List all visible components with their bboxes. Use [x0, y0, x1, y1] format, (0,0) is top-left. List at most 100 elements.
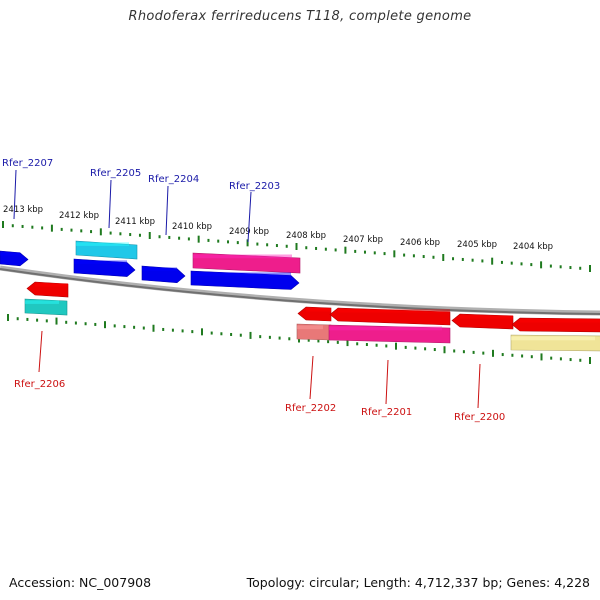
minor-tick [288, 337, 291, 341]
minor-tick [268, 335, 271, 339]
minor-tick [334, 248, 337, 252]
minor-tick [501, 353, 504, 357]
minor-tick [191, 330, 194, 334]
minor-tick [482, 351, 485, 355]
minor-tick [569, 358, 572, 362]
gene-arrow[interactable] [451, 313, 514, 330]
minor-tick [210, 331, 213, 335]
gene-label-top[interactable]: Rfer_2207 [2, 158, 53, 169]
major-tick [395, 342, 397, 350]
minor-tick [461, 257, 464, 261]
minor-tick [256, 242, 259, 246]
gene-arrow[interactable] [328, 324, 451, 344]
label-leader-lines [13, 169, 481, 409]
minor-tick [90, 230, 93, 234]
kbp-label: 2410 kbp [172, 222, 212, 232]
major-tick [148, 232, 151, 239]
major-tick [2, 221, 4, 228]
minor-tick [266, 243, 269, 247]
major-tick [201, 328, 203, 336]
gene-arrow[interactable] [0, 250, 29, 267]
minor-tick [550, 356, 553, 360]
minor-tick [354, 249, 357, 253]
kbp-label: 2413 kbp [3, 205, 43, 215]
major-tick [295, 243, 298, 250]
leader-line [108, 179, 112, 229]
major-tick [344, 246, 347, 254]
minor-tick [579, 358, 582, 362]
minor-tick [452, 257, 455, 261]
minor-tick [559, 357, 562, 361]
minor-tick [317, 339, 320, 343]
minor-tick [511, 353, 514, 357]
minor-tick [307, 338, 310, 342]
genome-title: Rhodoferax ferrireducens T118, complete … [128, 9, 472, 24]
kbp-label: 2404 kbp [513, 242, 553, 252]
minor-tick [113, 324, 116, 328]
minor-tick [133, 325, 136, 329]
gene-arrow[interactable] [511, 317, 600, 333]
gene-arrow[interactable] [192, 252, 301, 274]
gene-arrow[interactable] [296, 323, 332, 341]
leader-line [477, 363, 481, 409]
minor-tick [26, 317, 29, 321]
minor-tick [21, 224, 24, 228]
gene-arrow[interactable] [73, 258, 136, 277]
minor-tick [138, 233, 141, 237]
minor-tick [129, 233, 132, 237]
minor-tick [60, 227, 63, 231]
major-tick [249, 331, 252, 339]
gene-label-bottom[interactable]: Rfer_2200 [454, 412, 505, 423]
genome-backbone [0, 265, 600, 316]
gene-arrow[interactable] [190, 270, 300, 290]
minor-tick [315, 246, 318, 250]
major-tick [540, 353, 543, 361]
minor-tick [521, 354, 524, 358]
minor-tick [45, 319, 48, 323]
major-tick [346, 339, 349, 347]
gene-label-top[interactable]: Rfer_2203 [229, 181, 280, 192]
gene-arrow[interactable] [297, 306, 332, 322]
minor-tick [217, 239, 220, 243]
leader-line [165, 185, 169, 236]
tick-track-bottom [7, 314, 591, 364]
major-tick [442, 254, 445, 261]
gene-arrow[interactable] [75, 240, 138, 260]
minor-tick [375, 343, 378, 347]
minor-tick [41, 226, 44, 230]
major-tick [197, 235, 200, 243]
minor-tick [227, 240, 230, 244]
minor-tick [162, 327, 165, 331]
gene-arrow[interactable] [510, 334, 600, 352]
gene-label-bottom[interactable]: Rfer_2202 [285, 403, 336, 414]
topology-text: Topology: circular; Length: 4,712,337 bp… [246, 575, 590, 590]
major-tick [246, 239, 249, 247]
gene-arrow[interactable] [141, 265, 186, 284]
minor-tick [356, 342, 359, 346]
major-tick [50, 224, 53, 232]
minor-tick [181, 329, 184, 333]
minor-tick [365, 343, 368, 347]
gene-label-top[interactable]: Rfer_2204 [148, 174, 199, 185]
minor-tick [579, 266, 582, 270]
minor-tick [11, 224, 14, 228]
minor-tick [31, 225, 34, 229]
major-tick [589, 357, 591, 364]
gene-arrow[interactable] [329, 307, 451, 326]
gene-label-top[interactable]: Rfer_2205 [90, 168, 141, 179]
minor-tick [336, 340, 339, 344]
major-tick [7, 314, 9, 321]
leader-line [247, 191, 252, 243]
major-tick [104, 321, 106, 329]
minor-tick [158, 235, 161, 239]
minor-tick [412, 254, 415, 258]
gene-arrow[interactable] [24, 298, 68, 316]
gene-label-bottom[interactable]: Rfer_2206 [14, 379, 65, 390]
minor-tick [74, 321, 77, 325]
major-tick [152, 324, 155, 332]
minor-tick [168, 235, 171, 239]
minor-tick [500, 260, 503, 264]
minor-tick [236, 241, 239, 245]
gene-label-bottom[interactable]: Rfer_2201 [361, 407, 412, 418]
gene-arrow[interactable] [26, 281, 69, 298]
